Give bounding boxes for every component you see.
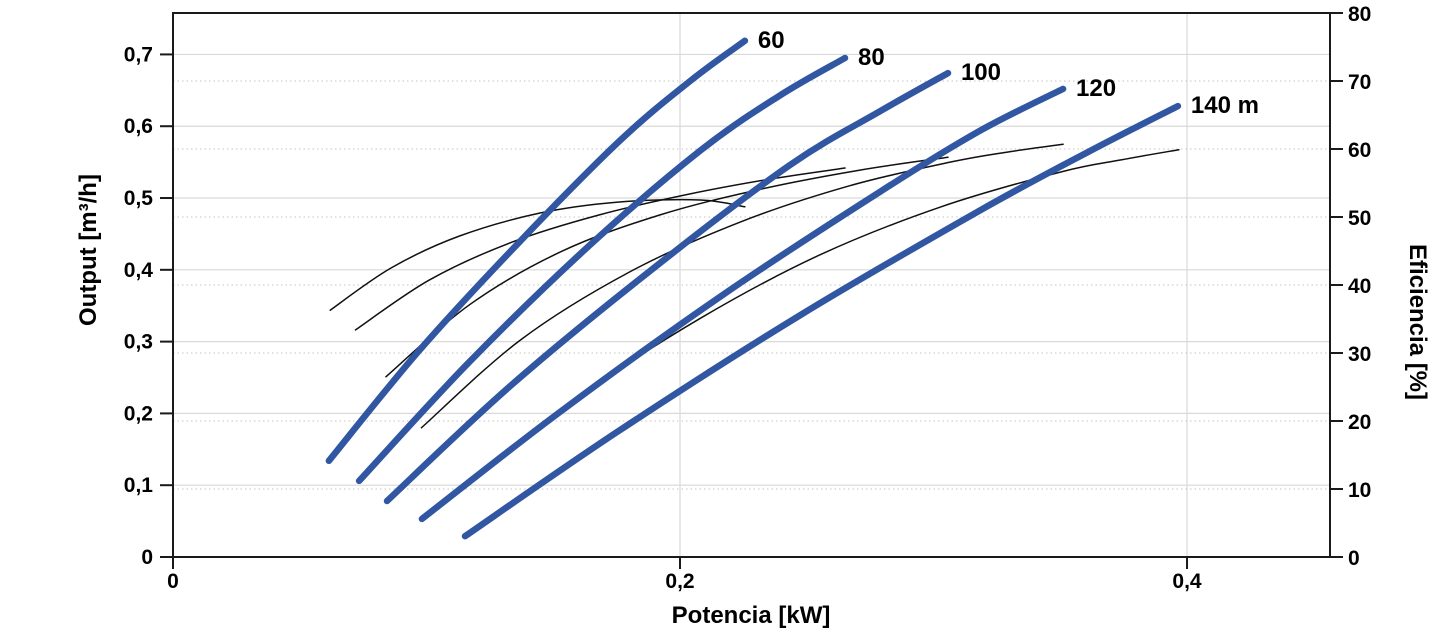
tick-label-right-40: 40 [1348, 275, 1371, 298]
tick-label-right-60: 60 [1348, 139, 1371, 162]
x-axis-title: Potencia [kW] [671, 602, 831, 629]
series-path-pump-140 [461, 102, 1182, 540]
tick-label-right-0: 0 [1348, 547, 1360, 570]
tick-label-right-70: 70 [1348, 71, 1371, 94]
series-path-pump-100 [383, 69, 952, 505]
left-axis-title: Output [m³/h] [75, 174, 102, 326]
series-path-pump-60 [325, 37, 749, 465]
tick-label-left-0.4: 0,4 [124, 259, 154, 282]
tick-label-left-0.6: 0,6 [124, 115, 153, 138]
tick-label-right-10: 10 [1348, 479, 1371, 502]
tick-label-left-0.3: 0,3 [124, 331, 153, 354]
plot-frame [172, 12, 1331, 558]
tick-label-x-0: 0 [167, 570, 179, 593]
tick-label-right-20: 20 [1348, 411, 1371, 434]
tick-label-left-0.2: 0,2 [124, 402, 153, 425]
tick-label-x-0.4: 0,4 [1172, 570, 1202, 593]
series-label-pump-120: 120 [1076, 75, 1116, 102]
series-path-eff-100 [385, 156, 949, 378]
tick-label-left-0.5: 0,5 [124, 187, 154, 210]
series-label-pump-80: 80 [858, 44, 885, 71]
series-path-pump-80 [355, 54, 849, 485]
series-path-eff-140 [463, 148, 1180, 486]
tick-label-right-80: 80 [1348, 3, 1371, 26]
series-path-pump-120 [418, 85, 1067, 523]
series-label-pump-60: 60 [758, 27, 785, 54]
tick-label-left-0: 0 [141, 546, 153, 569]
tick-label-left-0.7: 0,7 [124, 43, 153, 66]
tick-label-right-50: 50 [1348, 207, 1371, 230]
series-label-pump-100: 100 [961, 59, 1001, 86]
right-axis-title: Eficiencia [%] [1404, 243, 1431, 401]
tick-label-x-0.2: 0,2 [665, 570, 694, 593]
series-path-eff-60 [329, 198, 746, 311]
series-path-eff-120 [420, 143, 1064, 429]
series-label-pump-140: 140 m [1191, 92, 1259, 119]
tick-label-right-30: 30 [1348, 343, 1371, 366]
tick-label-left-0.1: 0,1 [124, 474, 154, 497]
